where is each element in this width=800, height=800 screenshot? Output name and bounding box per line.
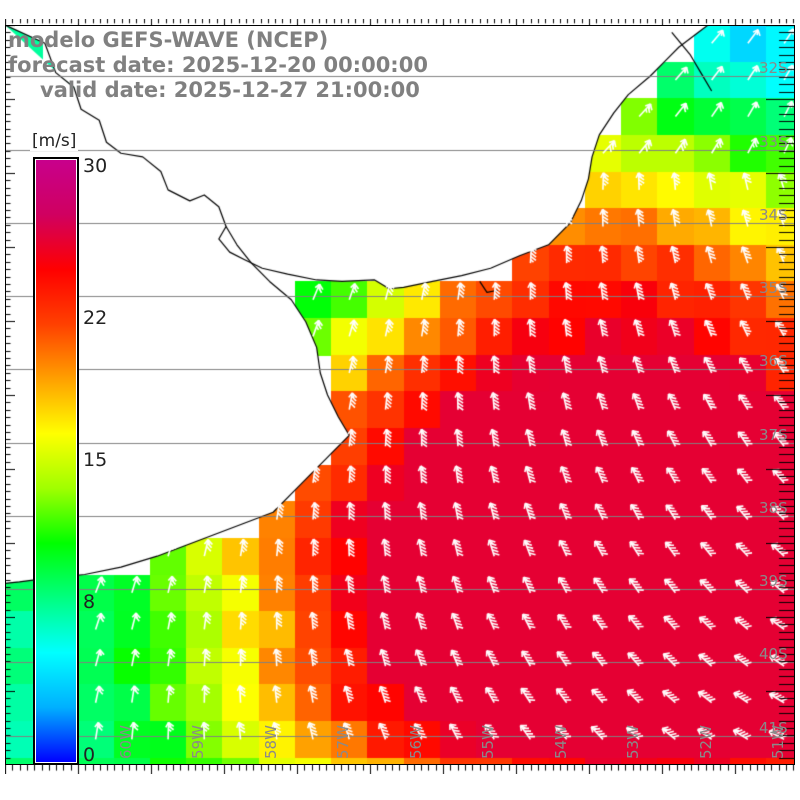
lon-label-54w: 54W — [551, 725, 570, 759]
map-plot-area[interactable] — [5, 25, 795, 765]
colorbar-units-label: [m/s] — [30, 131, 79, 151]
lon-label-60w: 60W — [116, 725, 135, 759]
left-tick-rail — [5, 25, 15, 765]
top-tick-rail — [5, 19, 795, 26]
right-tick-rail — [766, 25, 795, 765]
lat-label-33s: 33S — [759, 132, 788, 151]
lat-label-35s: 35S — [759, 279, 788, 298]
lat-label-41s: 41S — [759, 718, 788, 737]
wind-barb-overlay — [5, 25, 795, 765]
colorbar-box — [33, 157, 79, 765]
lon-label-55w: 55W — [479, 725, 498, 759]
lon-label-56w: 56W — [406, 725, 425, 759]
colorbar-tick-22: 22 — [83, 307, 108, 330]
lat-label-38s: 38S — [759, 498, 788, 517]
colorbar[interactable] — [33, 157, 79, 765]
lon-label-59w: 59W — [189, 725, 208, 759]
colorbar-tick-15: 15 — [83, 449, 108, 471]
valid-date-label: valid date: 2025-12-27 21:00:00 — [40, 78, 420, 102]
lat-label-39s: 39S — [759, 572, 788, 591]
lon-label-52w: 52W — [696, 725, 715, 759]
lon-label-57w: 57W — [334, 725, 353, 759]
bottom-tick-rail — [5, 765, 795, 774]
colorbar-tick-8: 8 — [83, 590, 96, 613]
lat-label-37s: 37S — [759, 425, 788, 444]
lat-label-36s: 36S — [759, 352, 788, 371]
colorbar-gradient — [36, 160, 76, 762]
model-title: modelo GEFS-WAVE (NCEP) — [8, 28, 329, 52]
colorbar-tick-30: 30 — [83, 155, 108, 177]
lat-label-34s: 34S — [759, 205, 788, 224]
lat-label-32s: 32S — [759, 59, 788, 78]
lon-label-58w: 58W — [261, 725, 280, 759]
colorbar-tick-0: 0 — [83, 744, 96, 766]
lat-label-40s: 40S — [759, 645, 788, 664]
title-block: modelo GEFS-WAVE (NCEP) forecast date: 2… — [0, 28, 540, 103]
lon-label-53w: 53W — [624, 725, 643, 759]
forecast-date-label: forecast date: 2025-12-20 00:00:00 — [8, 53, 428, 77]
